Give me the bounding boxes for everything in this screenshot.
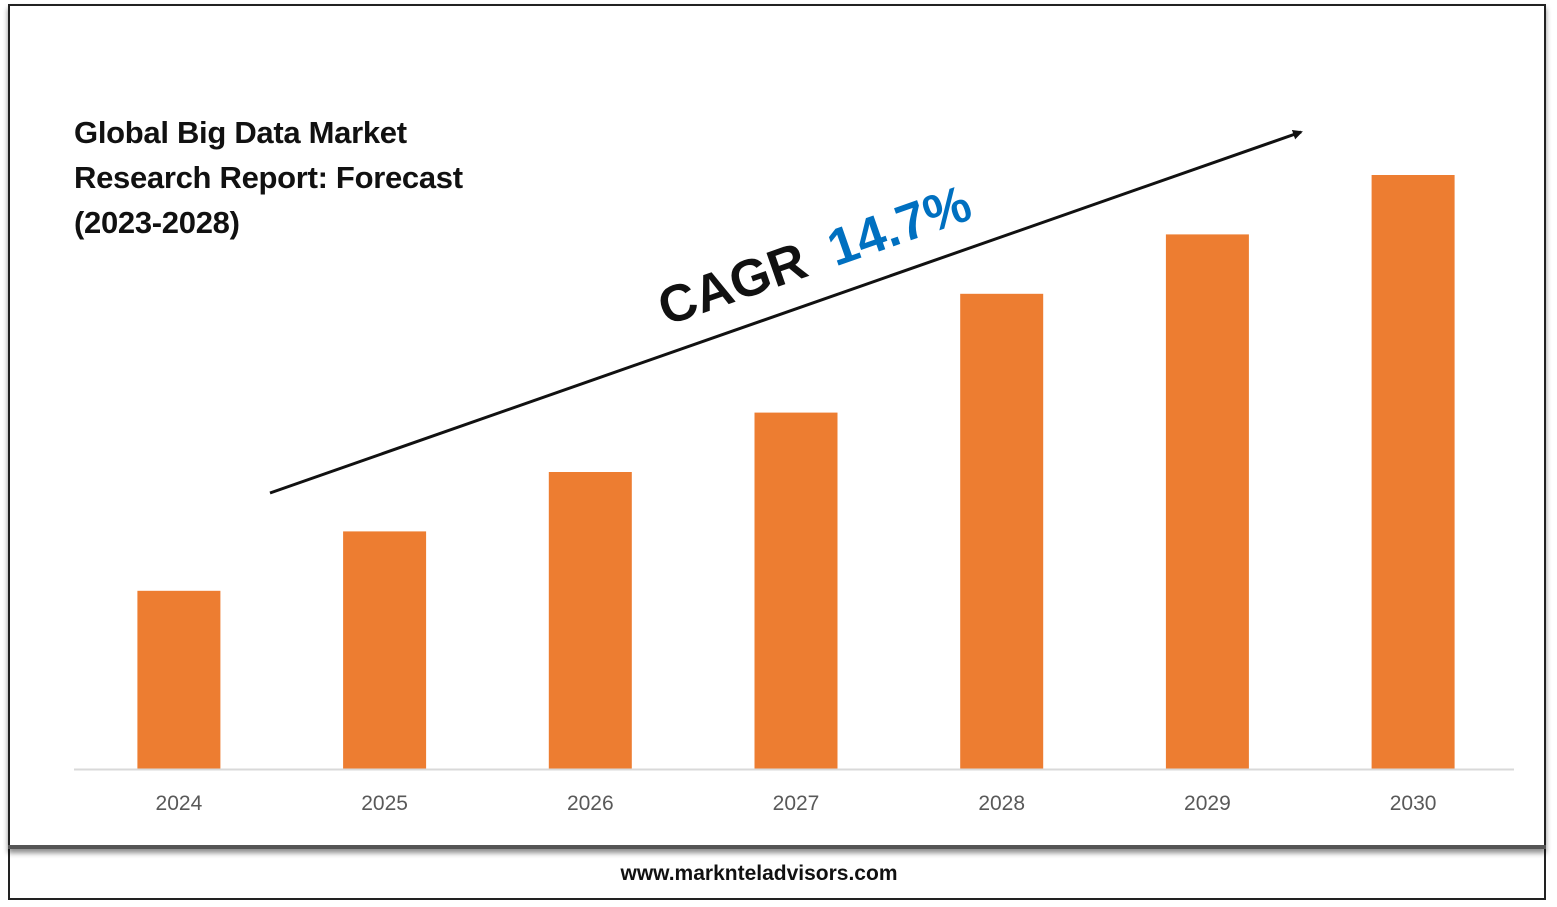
bars-layer: [137, 175, 1455, 769]
bar-2026: [548, 472, 632, 769]
x-tick-label-2027: 2027: [773, 792, 820, 815]
cagr-label: CAGR: [651, 232, 815, 337]
chart-panel: [8, 4, 1546, 849]
trend-arrow: [269, 129, 1303, 495]
bar-2024: [137, 590, 221, 769]
x-tick-labels: 2024 2025 2026 2027 2028 2029 2030: [156, 792, 1437, 815]
cagr-annotation: CAGR 14.7%: [651, 175, 979, 338]
x-tick-label-2025: 2025: [361, 792, 408, 815]
bar-2030: [1371, 175, 1455, 769]
footer-url: www.marknteladvisors.com: [620, 862, 898, 885]
cagr-value: 14.7%: [820, 175, 978, 278]
x-tick-label-2028: 2028: [978, 792, 1025, 815]
x-tick-label-2026: 2026: [567, 792, 614, 815]
bar-2028: [960, 293, 1044, 769]
x-tick-label-2029: 2029: [1184, 792, 1231, 815]
x-tick-label-2030: 2030: [1390, 792, 1437, 815]
x-tick-label-2024: 2024: [156, 792, 203, 815]
chart-title: Global Big Data Market Research Report: …: [74, 115, 463, 240]
bar-2027: [754, 412, 838, 769]
bar-2029: [1165, 234, 1249, 769]
bar-2025: [343, 531, 427, 769]
